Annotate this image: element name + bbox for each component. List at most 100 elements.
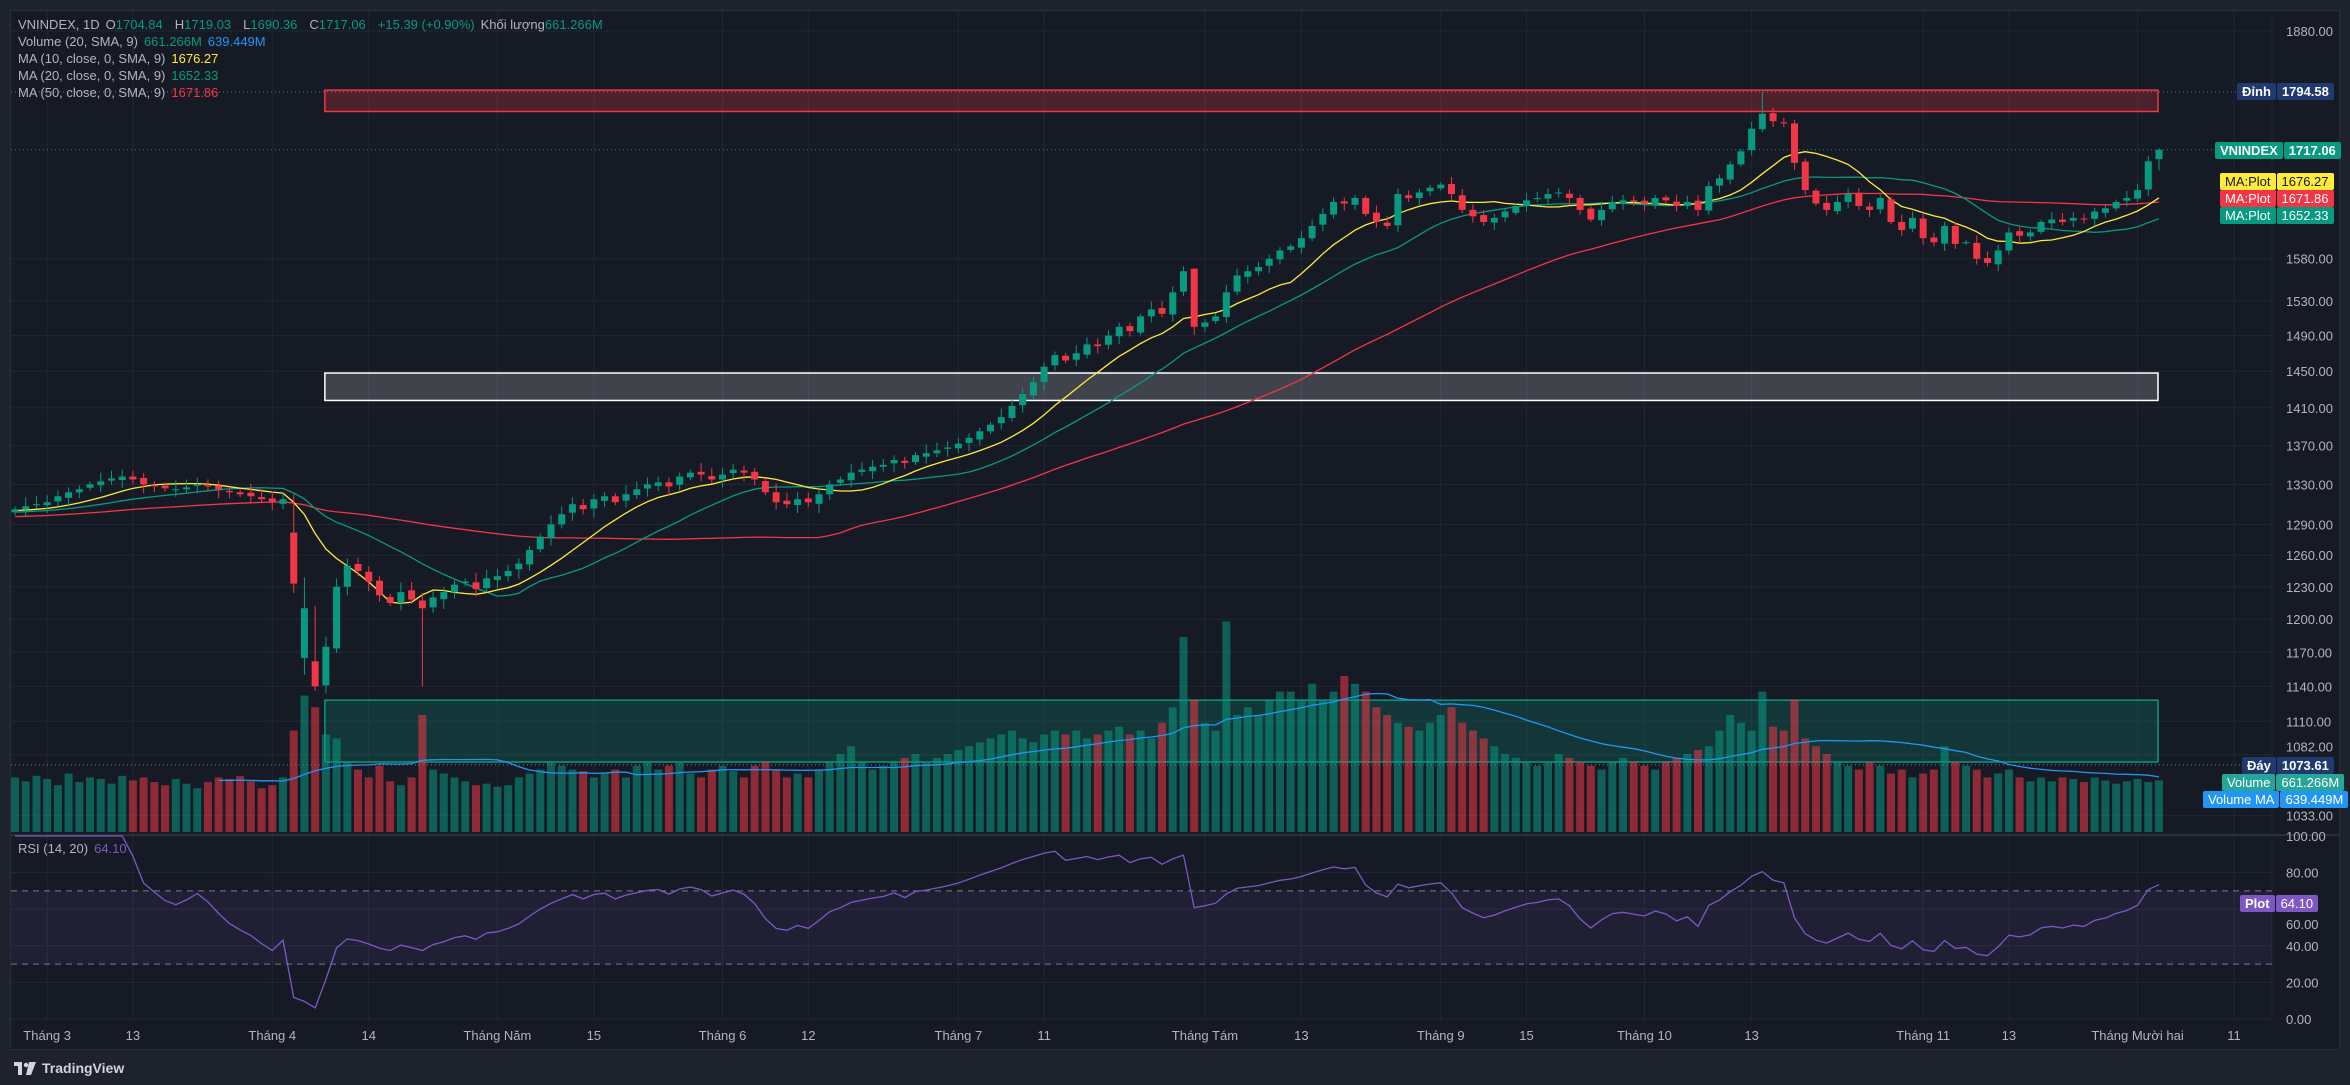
candle (183, 479, 191, 494)
candle-body (1297, 238, 1305, 248)
candle (2080, 213, 2088, 224)
tag-value: 661.266M (2276, 774, 2345, 791)
time-tick-label: Tháng 6 (699, 1028, 747, 1043)
volume-bar (2069, 778, 2078, 832)
candle-body (1983, 258, 1991, 263)
volume-bar (1769, 726, 1778, 832)
bottom-price-tag: Đáy 1073.61 (2242, 757, 2334, 774)
volume-bar (965, 746, 974, 832)
price-tick-label: 1490.00 (2286, 329, 2333, 344)
candle (1544, 188, 1552, 205)
rsi-legend[interactable]: RSI (14, 20) 64.10 (18, 841, 133, 856)
candle (1115, 322, 1123, 345)
volume-bar (300, 695, 309, 832)
volume-value: 661.266M (143, 34, 202, 49)
volume-bar (836, 754, 845, 832)
volume-bar (1501, 754, 1510, 832)
candle-body (772, 492, 780, 503)
candle-body (1083, 344, 1091, 355)
candle (429, 591, 437, 613)
volume-bar (1887, 773, 1895, 832)
candle (890, 455, 898, 473)
candle-body (1533, 197, 1541, 200)
candle (1887, 196, 1895, 225)
ma10-legend[interactable]: MA (10, close, 0, SMA, 9) 1676.27 (18, 51, 224, 66)
volume-bar (279, 777, 287, 832)
volume-bar (32, 775, 41, 832)
volume-bar (611, 769, 620, 832)
volume-bar (268, 785, 277, 832)
candle-body (97, 481, 105, 486)
volume-bar (43, 778, 52, 832)
volume-bar (1865, 761, 1874, 832)
candle-body (1051, 355, 1059, 366)
volume-bar (1179, 637, 1188, 832)
candle (611, 493, 619, 506)
candle-body (2155, 149, 2163, 160)
candle-body (75, 489, 83, 493)
candle-body (2026, 232, 2034, 237)
candle (193, 477, 201, 494)
candle (1394, 188, 1402, 232)
candle (354, 557, 362, 577)
volume-bar (1511, 757, 1520, 832)
volume-bar (2015, 777, 2024, 832)
candle (22, 497, 30, 517)
candle-body (1447, 183, 1455, 195)
candle (129, 470, 137, 485)
price-tick-label: 1170.00 (2286, 645, 2332, 660)
volume-bar (2026, 781, 2035, 832)
ma50-legend[interactable]: MA (50, close, 0, SMA, 9) 1671.86 (18, 85, 224, 100)
candle-body (858, 469, 866, 472)
candle-body (408, 590, 416, 600)
volume-bar (1447, 707, 1456, 832)
volume-bar (1426, 722, 1435, 832)
candle-body (150, 485, 158, 487)
candle-body (643, 484, 651, 489)
volume-bar (825, 761, 834, 832)
ma20-legend[interactable]: MA (20, close, 0, SMA, 9) 1652.33 (18, 68, 224, 83)
candle (1844, 188, 1852, 209)
volume-bar (1007, 730, 1016, 832)
volume-bar (1586, 765, 1595, 832)
candle (1362, 195, 1370, 217)
volume-bar (1393, 722, 1402, 832)
volume-legend[interactable]: Volume (20, SMA, 9) 661.266M 639.449M (18, 34, 272, 49)
candle (2059, 213, 2067, 226)
candle-body (1791, 123, 1799, 163)
rsi-value: 64.10 (94, 841, 127, 856)
candle-body (954, 443, 962, 449)
volume-bar (1801, 738, 1810, 832)
volume-bar (182, 783, 191, 832)
candle (375, 576, 383, 602)
candle (1791, 119, 1799, 170)
volume-bar (1940, 746, 1949, 832)
candle-body (1104, 335, 1112, 345)
candle-body (322, 646, 330, 686)
volume-bar (1490, 746, 1499, 832)
candle-body (247, 492, 255, 497)
candle (568, 497, 576, 521)
volume-bar (525, 773, 534, 832)
volume-bar (214, 777, 223, 832)
candle (804, 492, 812, 508)
candle (1919, 212, 1927, 245)
candle (536, 533, 544, 553)
symbol-name[interactable]: VNINDEX, 1D (18, 17, 100, 32)
tradingview-logo[interactable]: TradingView (14, 1060, 124, 1076)
candle (1555, 187, 1563, 198)
candle (590, 494, 598, 518)
candle-body (697, 471, 705, 475)
ma50-tag: MA:Plot 1671.86 (2220, 190, 2334, 207)
candle (1737, 149, 1745, 167)
candle (247, 483, 255, 504)
volume-bar (1254, 715, 1263, 832)
candle (579, 499, 587, 515)
candle (1265, 254, 1273, 274)
candle-body (2080, 218, 2088, 220)
candle-body (1415, 192, 1423, 198)
candle-body (804, 498, 812, 503)
candle-body (1351, 197, 1359, 205)
price-tick-label: 1110.00 (2286, 714, 2331, 729)
